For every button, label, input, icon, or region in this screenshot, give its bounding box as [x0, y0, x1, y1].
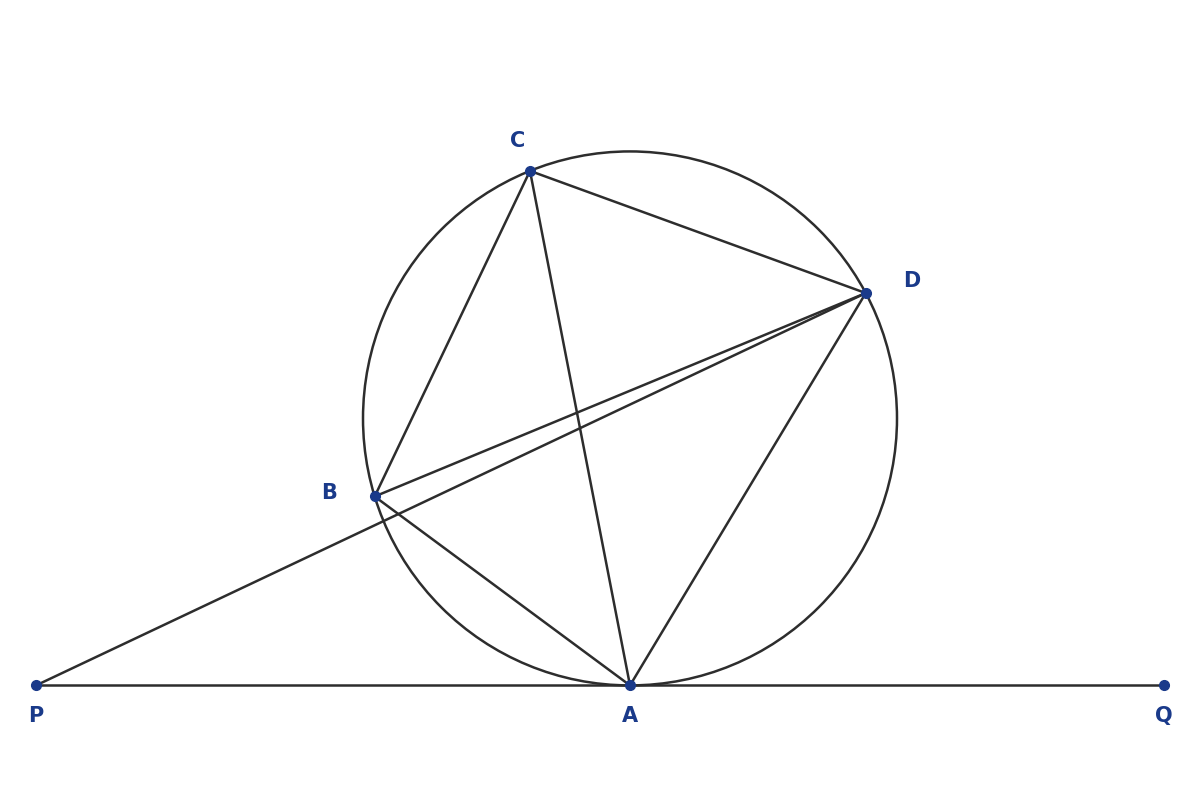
Text: B: B: [322, 482, 337, 502]
Text: P: P: [29, 705, 43, 726]
Text: A: A: [622, 705, 638, 726]
Text: C: C: [510, 131, 526, 151]
Text: D: D: [902, 271, 920, 291]
Text: Q: Q: [1156, 705, 1172, 726]
